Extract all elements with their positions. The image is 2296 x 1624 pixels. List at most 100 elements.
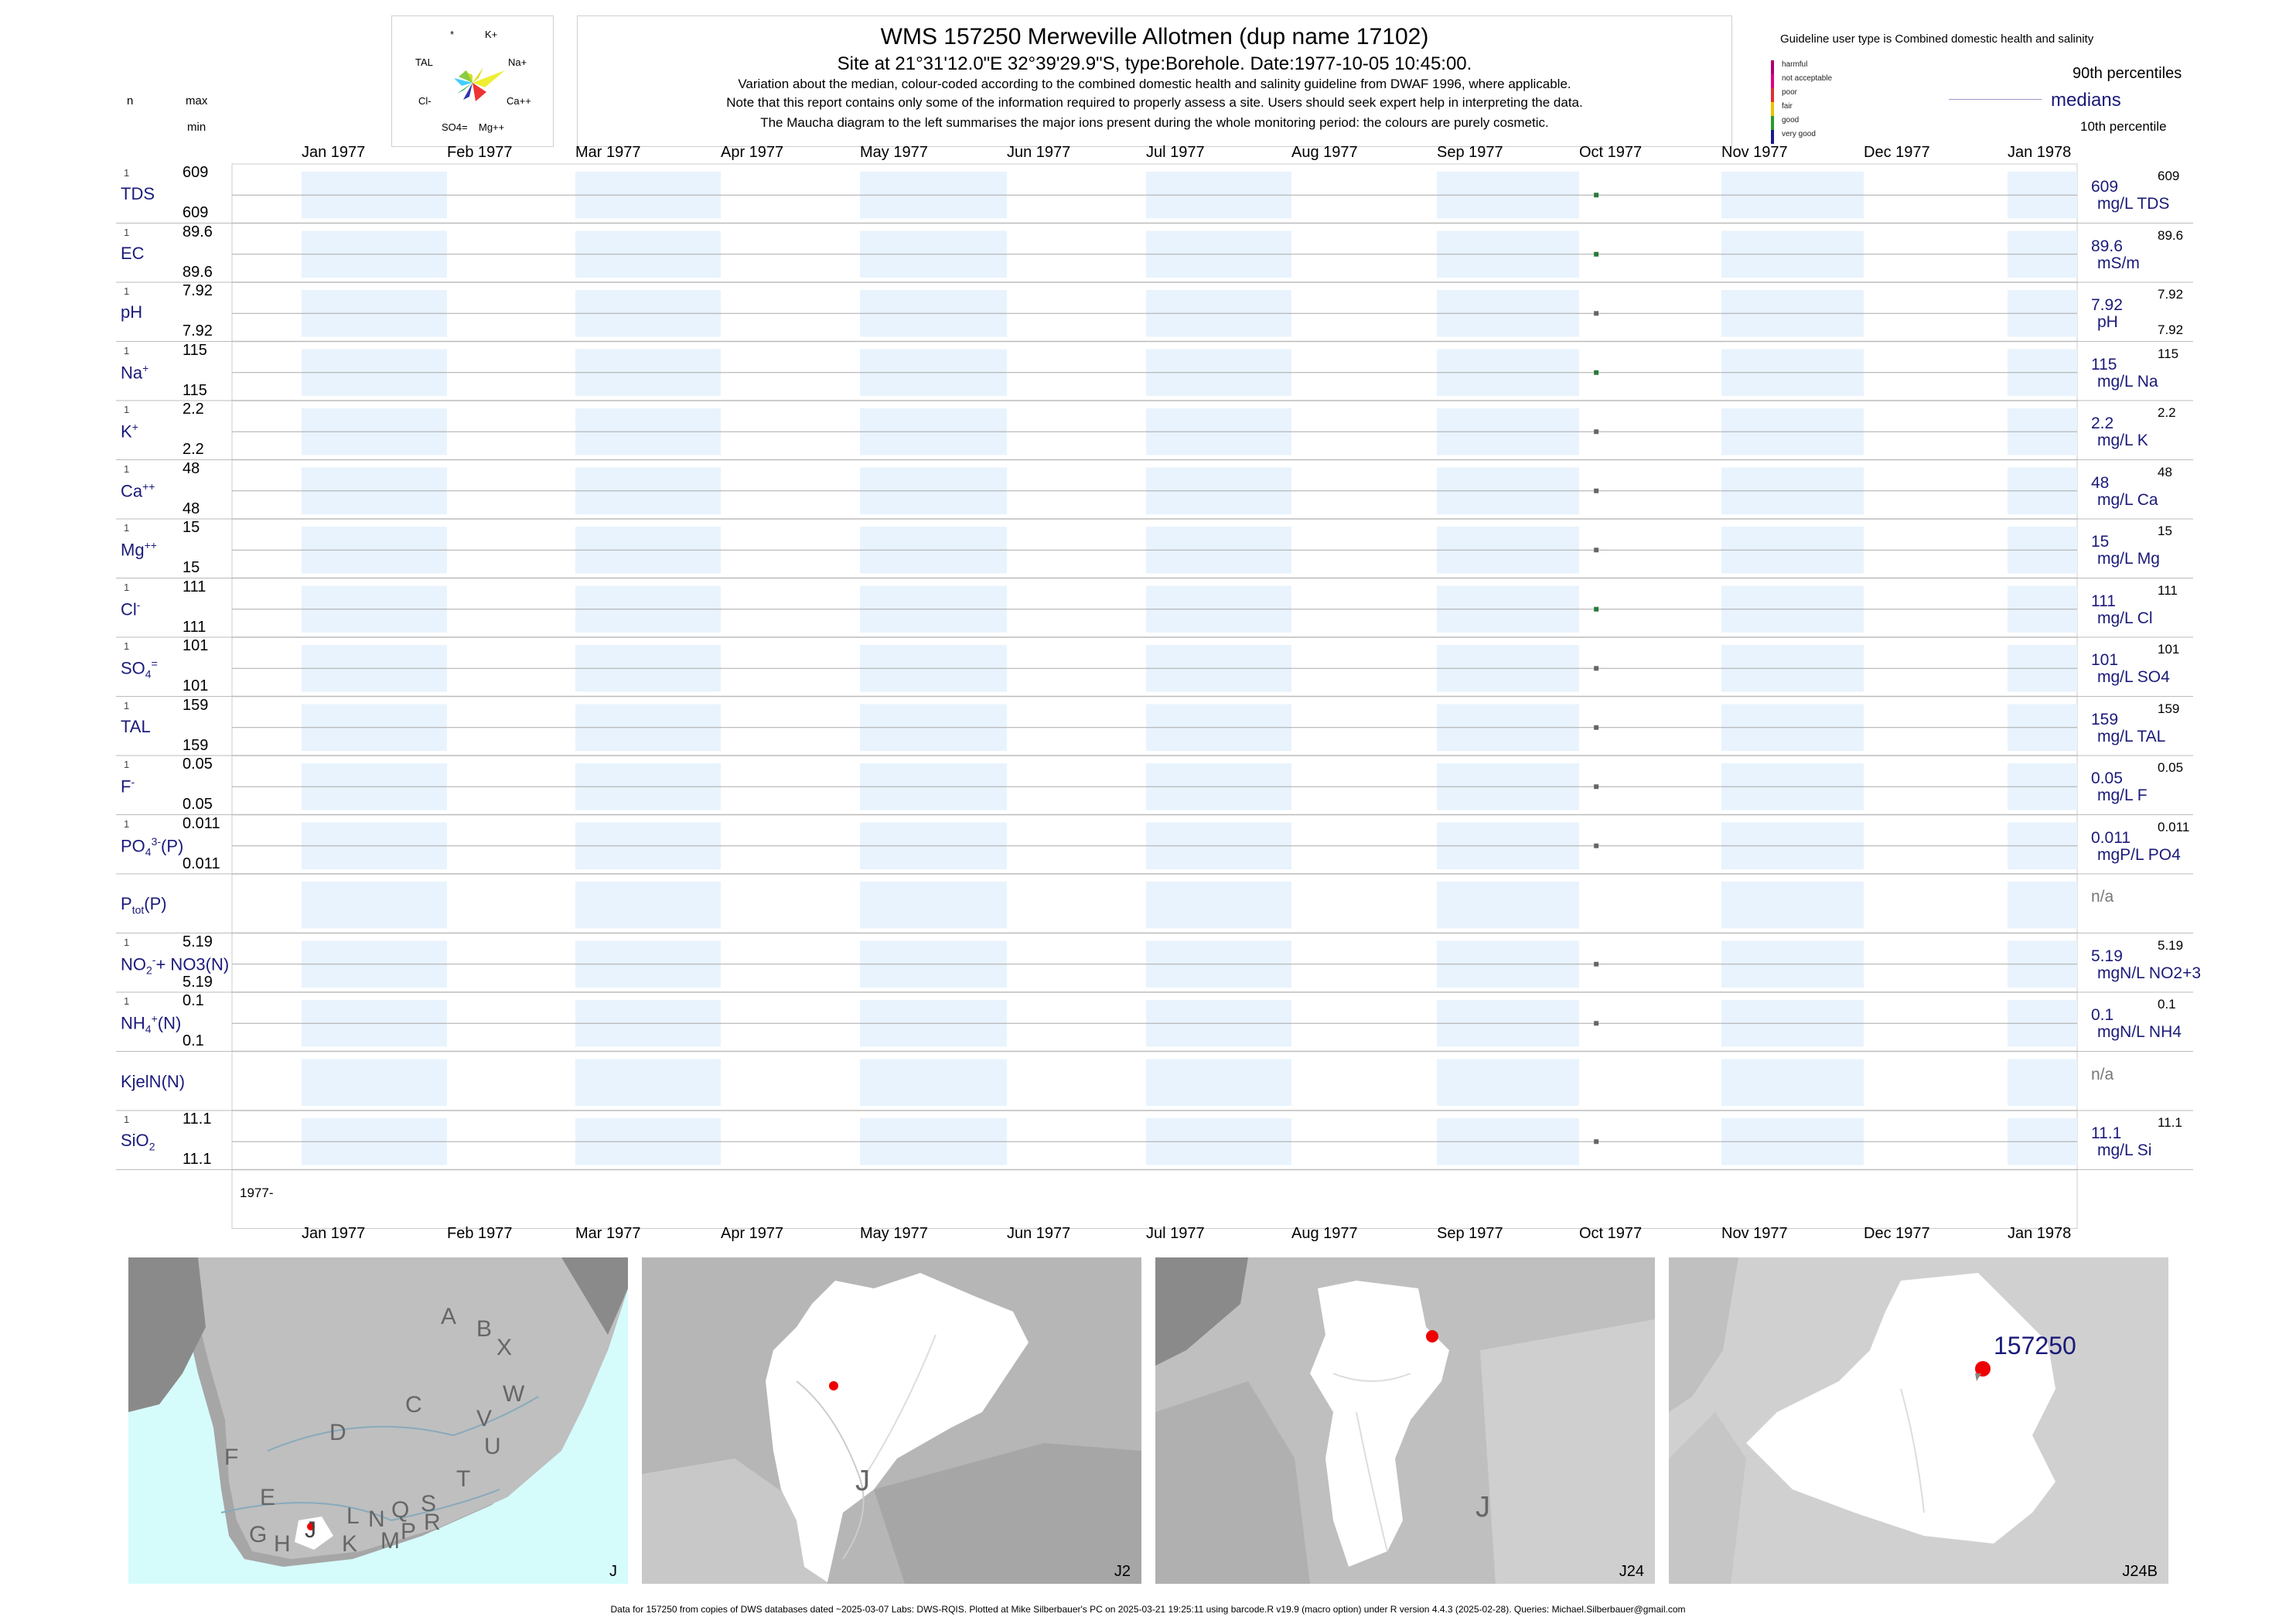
row-p90: 0.05 xyxy=(2158,760,2184,775)
row-n: 1 xyxy=(124,344,130,357)
guideline-colour-bar xyxy=(1771,60,1774,145)
row-max: 11.1 xyxy=(183,1111,212,1128)
row-max: 609 xyxy=(183,164,209,181)
n-header: n xyxy=(127,94,134,107)
month-shade xyxy=(1721,1059,1864,1106)
row-median-value: 5.19 xyxy=(2091,947,2123,965)
row-n: 1 xyxy=(124,404,130,415)
maucha-label-star: * xyxy=(450,29,455,40)
row-n: 1 xyxy=(124,285,130,297)
region-label-v: V xyxy=(476,1406,493,1431)
row-median-value: 11.1 xyxy=(2091,1124,2122,1142)
legend: Guideline user type is Combined domestic… xyxy=(1771,26,2204,150)
region-label-s: S xyxy=(421,1491,437,1517)
region-label-g: G xyxy=(249,1522,268,1547)
row-n: 1 xyxy=(124,817,130,830)
p10-legend: 10th percentile xyxy=(2080,119,2167,134)
site-id-label: 157250 xyxy=(1994,1332,2076,1360)
row-n: 1 xyxy=(124,640,130,652)
guideline-text: Guideline user type is Combined domestic… xyxy=(1780,32,2094,46)
region-label-h: H xyxy=(274,1531,291,1557)
row-max: 159 xyxy=(183,696,209,714)
row-min: 0.1 xyxy=(183,1032,204,1049)
row-min: 89.6 xyxy=(183,263,213,281)
month-shade xyxy=(2008,1059,2077,1106)
map-2-label: J2 xyxy=(1114,1563,1131,1580)
x-tick-bottom: Aug 1977 xyxy=(1291,1225,1358,1242)
row-max: 15 xyxy=(183,519,200,536)
site-marker-1 xyxy=(307,1523,315,1530)
row-unit: mgN/L NO2+3 xyxy=(2097,964,2202,982)
x-tick-top: Jan 1977 xyxy=(302,144,366,161)
row-n: 1 xyxy=(124,462,130,475)
row-n: 1 xyxy=(124,581,130,593)
x-tick-bottom: May 1977 xyxy=(860,1225,928,1242)
maucha-glyph xyxy=(454,67,505,101)
month-shade xyxy=(2008,882,2077,929)
data-point xyxy=(1594,606,1599,612)
row-unit: mgN/L NH4 xyxy=(2097,1023,2182,1041)
median-legend: medians xyxy=(2051,90,2121,111)
row-min: 101 xyxy=(183,677,209,694)
row-median-value: 0.1 xyxy=(2091,1006,2114,1024)
row-median-value: 111 xyxy=(2091,592,2116,610)
min-header: min xyxy=(187,121,206,134)
year-label: 1977- xyxy=(240,1185,274,1200)
row-unit: mg/L TAL xyxy=(2097,727,2166,745)
x-tick-bottom: Dec 1977 xyxy=(1864,1225,1930,1242)
row-min: 159 xyxy=(183,736,209,754)
row-n: 1 xyxy=(124,699,130,711)
j24-map xyxy=(1155,1257,1655,1584)
maucha-label-cl: Cl- xyxy=(418,95,432,107)
max-header: max xyxy=(186,94,208,107)
row-min: 609 xyxy=(183,204,209,221)
row-label: Ptot(P) xyxy=(121,894,167,916)
row-p90: 159 xyxy=(2158,701,2180,716)
map-3-region: J xyxy=(1476,1491,1490,1523)
map-panel-south-africa: A B X W C V U D T F E S R Q L N M P K G … xyxy=(128,1257,628,1584)
note-1: Variation about the median, colour-coded… xyxy=(738,77,1571,91)
data-point xyxy=(1594,843,1599,848)
row-unit: mg/L TDS xyxy=(2097,195,2170,213)
data-point xyxy=(1594,429,1599,435)
row-label: TDS xyxy=(121,184,155,203)
x-tick-bottom: Sep 1977 xyxy=(1437,1225,1503,1242)
row-unit: mg/L Cl xyxy=(2097,609,2153,627)
row-median-value: 48 xyxy=(2091,473,2110,492)
row-label: Mg++ xyxy=(121,539,157,560)
row-max: 0.05 xyxy=(183,756,213,773)
x-tick-bottom: Oct 1977 xyxy=(1579,1225,1643,1242)
row-label: PO43-(P) xyxy=(121,834,184,858)
row-median-value: n/a xyxy=(2091,888,2114,906)
region-label-r: R xyxy=(424,1510,441,1535)
title-box: WMS 157250 Merweville Allotmen (dup name… xyxy=(577,15,1732,147)
row-p90: 5.19 xyxy=(2158,937,2184,953)
chart-svg xyxy=(116,163,2193,1229)
data-point xyxy=(1594,666,1599,671)
site-marker-2 xyxy=(829,1381,838,1390)
row-unit: mg/L Na xyxy=(2097,372,2158,391)
map-panel-j24: J J24 xyxy=(1155,1257,1655,1584)
note-3: The Maucha diagram to the left summarise… xyxy=(760,115,1549,130)
data-point xyxy=(1594,784,1599,790)
x-tick-top: Jul 1977 xyxy=(1146,144,1205,161)
row-n: 1 xyxy=(124,1114,130,1125)
row-p90: 2.2 xyxy=(2158,405,2176,420)
row-p90: 48 xyxy=(2158,464,2172,479)
j24b-map xyxy=(1669,1257,2055,1584)
row-max: 5.19 xyxy=(183,933,213,950)
legend-colour-1 xyxy=(1771,74,1774,88)
row-n: 1 xyxy=(124,167,130,179)
row-min: 0.011 xyxy=(183,855,220,872)
row-p10: 7.92 xyxy=(2158,322,2184,337)
row-p90: 115 xyxy=(2158,346,2179,361)
row-p90: 0.011 xyxy=(2158,819,2190,834)
row-max: 0.1 xyxy=(183,992,204,1009)
x-tick-bottom: Mar 1977 xyxy=(575,1225,641,1242)
maucha-label-mg: Mg++ xyxy=(479,121,505,133)
region-label-e: E xyxy=(260,1485,276,1510)
row-median-value: 7.92 xyxy=(2091,296,2123,314)
data-point xyxy=(1594,1139,1599,1145)
month-shade xyxy=(302,1059,447,1106)
data-point xyxy=(1594,548,1599,553)
